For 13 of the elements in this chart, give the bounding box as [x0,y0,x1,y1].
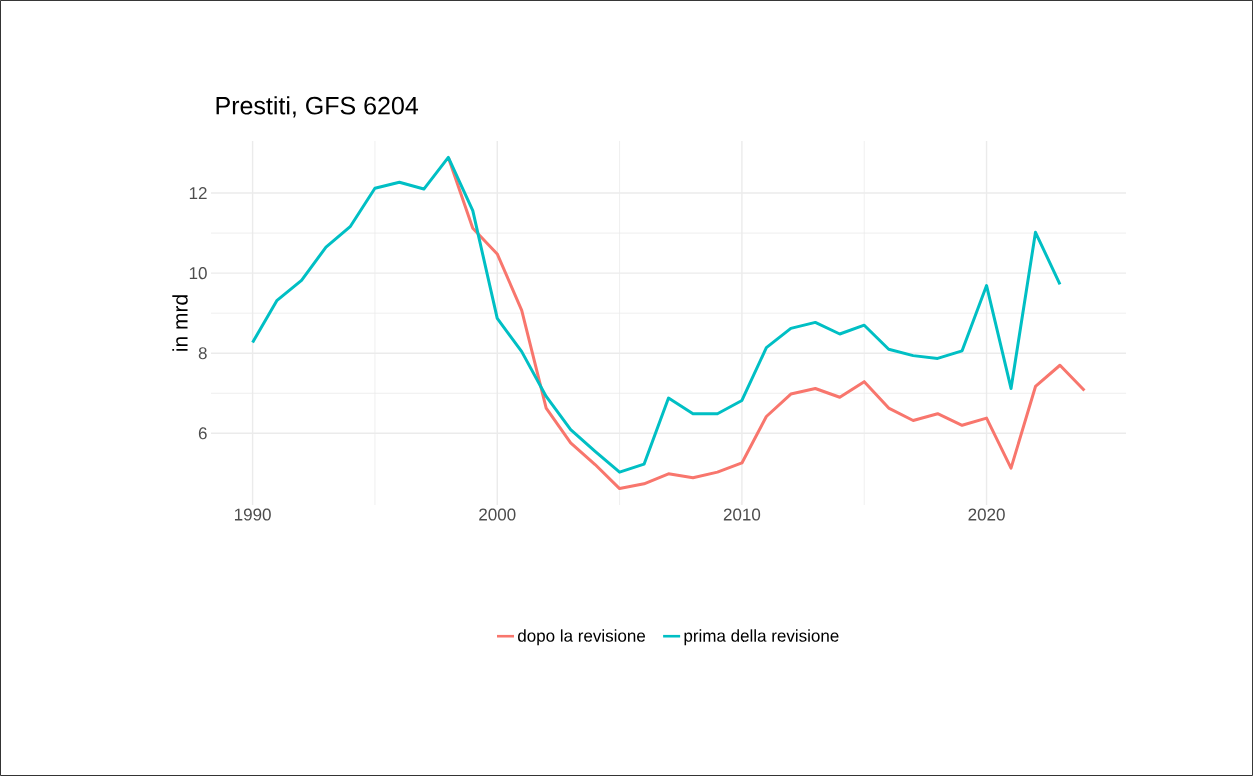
y-tick-label: 8 [198,347,207,360]
y-tick-label: 10 [189,267,207,280]
y-tick-label: 12 [189,187,207,199]
legend-label: prima della revisione [684,629,839,646]
y-axis-title: in mrd [172,295,188,351]
x-tick-label: 1990 [234,508,271,521]
line-series [251,155,1062,474]
x-tick-label: 2020 [968,508,1005,521]
chart-title: Prestiti, GFS 6204 [216,96,419,118]
x-tick-label: 2000 [479,508,516,521]
y-tick-label: 6 [198,427,207,440]
legend-label: dopo la revisione [518,629,646,646]
x-tick-label: 2010 [723,508,761,521]
